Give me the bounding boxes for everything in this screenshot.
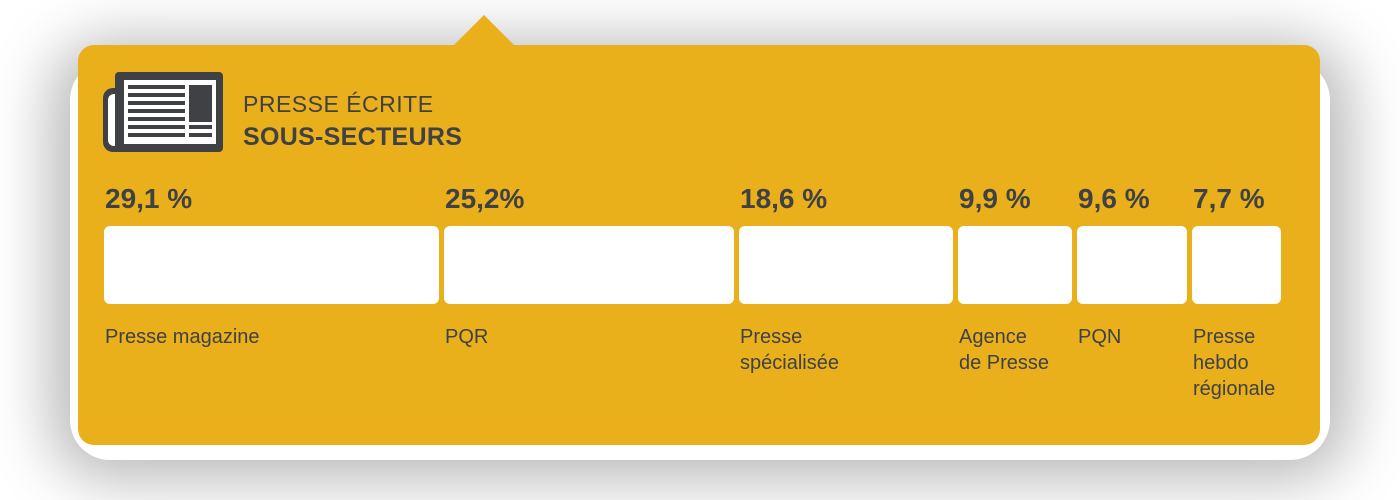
value-label: 29,1 % <box>105 183 193 214</box>
value-label: 9,6 % <box>1078 183 1150 214</box>
bar-segment <box>1192 226 1281 304</box>
category-label: Agence de Presse <box>959 326 1050 374</box>
bar-segment <box>958 226 1072 304</box>
newspaper-icon <box>103 72 223 152</box>
category-label: PQN <box>1078 326 1122 348</box>
value-label: 25,2% <box>445 183 525 214</box>
value-label: 9,9 % <box>959 183 1031 214</box>
category-label: Presse hebdo régionale <box>1193 326 1276 400</box>
value-label: 7,7 % <box>1193 183 1265 214</box>
category-label: Presse spécialisée <box>740 326 839 374</box>
bar-segment <box>444 226 734 304</box>
category-label: PQR <box>445 326 489 348</box>
bar-segment <box>104 226 439 304</box>
chart-title: PRESSE ÉCRITE <box>243 91 434 117</box>
callout-pointer <box>452 15 516 47</box>
value-label: 18,6 % <box>740 183 828 214</box>
chart-subtitle: SOUS-SECTEURS <box>243 123 463 151</box>
category-label: Presse magazine <box>105 326 260 348</box>
bar-segment <box>739 226 953 304</box>
bar-segment <box>1077 226 1187 304</box>
